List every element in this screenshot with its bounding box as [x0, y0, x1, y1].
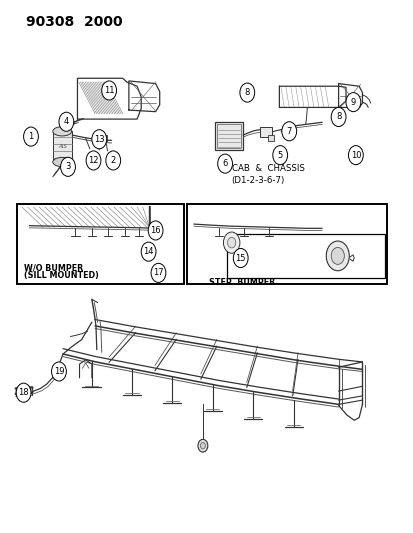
Circle shape [52, 362, 66, 381]
Text: 3: 3 [65, 163, 71, 171]
Circle shape [148, 221, 163, 240]
Text: 4: 4 [64, 117, 69, 126]
Text: 9: 9 [350, 98, 355, 107]
Circle shape [59, 112, 74, 131]
Ellipse shape [53, 127, 71, 136]
Text: 6: 6 [222, 159, 227, 168]
Circle shape [348, 146, 362, 165]
Ellipse shape [53, 157, 71, 167]
Circle shape [345, 93, 360, 112]
FancyBboxPatch shape [98, 135, 107, 141]
Circle shape [325, 241, 349, 271]
Circle shape [330, 108, 345, 126]
Circle shape [197, 439, 207, 452]
Circle shape [106, 151, 120, 170]
Text: 11: 11 [104, 86, 114, 95]
Text: 19: 19 [54, 367, 64, 376]
Text: STEP  BUMPER: STEP BUMPER [209, 278, 275, 287]
Text: (D1-2-3-6-7): (D1-2-3-6-7) [231, 176, 284, 185]
Circle shape [227, 237, 235, 248]
Text: 13: 13 [94, 135, 104, 144]
Text: 2: 2 [110, 156, 116, 165]
Circle shape [141, 242, 156, 261]
Circle shape [239, 83, 254, 102]
FancyBboxPatch shape [217, 124, 240, 148]
FancyBboxPatch shape [215, 122, 242, 150]
Circle shape [24, 127, 38, 146]
Circle shape [217, 154, 232, 173]
Text: 16: 16 [150, 226, 161, 235]
Text: 5: 5 [277, 151, 282, 160]
Text: 14: 14 [143, 247, 154, 256]
Circle shape [151, 263, 166, 282]
Text: 90308  2000: 90308 2000 [26, 14, 122, 29]
FancyBboxPatch shape [259, 126, 271, 137]
Circle shape [92, 130, 107, 149]
Circle shape [272, 146, 287, 165]
Text: 8: 8 [244, 88, 249, 97]
FancyBboxPatch shape [226, 233, 384, 278]
Text: 17: 17 [153, 268, 164, 277]
Circle shape [102, 81, 116, 100]
Text: 1: 1 [28, 132, 33, 141]
Text: (SILL MOUNTED): (SILL MOUNTED) [24, 271, 99, 280]
Text: 12: 12 [88, 156, 99, 165]
FancyBboxPatch shape [53, 131, 71, 162]
Text: AIS: AIS [58, 144, 66, 149]
Text: 7: 7 [286, 127, 291, 136]
Text: W/O BUMPER: W/O BUMPER [24, 264, 83, 273]
Circle shape [16, 383, 31, 402]
FancyBboxPatch shape [187, 204, 386, 284]
Text: 18: 18 [18, 388, 29, 397]
Text: CAB  &  CHASSIS: CAB & CHASSIS [231, 164, 304, 173]
Circle shape [233, 248, 247, 268]
Circle shape [330, 247, 344, 264]
Circle shape [281, 122, 296, 141]
Text: 15: 15 [235, 254, 245, 263]
Text: 10: 10 [350, 151, 360, 160]
Text: 8: 8 [335, 112, 340, 122]
Circle shape [200, 442, 205, 449]
Circle shape [223, 232, 239, 253]
FancyBboxPatch shape [267, 135, 274, 141]
Circle shape [60, 157, 75, 176]
Circle shape [86, 151, 101, 170]
FancyBboxPatch shape [17, 204, 184, 284]
